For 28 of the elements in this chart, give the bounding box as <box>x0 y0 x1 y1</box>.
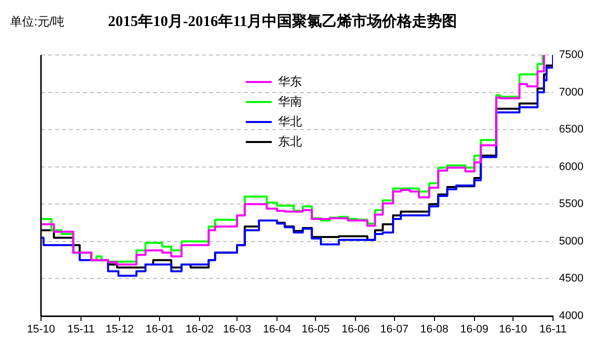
x-tick-label: 16-10 <box>498 324 528 336</box>
x-tick-label: 16-04 <box>262 324 292 336</box>
y-tick-label: 6000 <box>559 160 584 173</box>
y-tick-label: 5000 <box>559 235 584 248</box>
y-tick-label: 6500 <box>559 124 584 136</box>
y-tick-label: 7500 <box>559 49 584 62</box>
legend-label: 华南 <box>278 94 302 108</box>
y-axis-title: 单位:元/吨 <box>10 14 65 28</box>
y-tick-label: 4500 <box>559 272 584 285</box>
x-tick-label: 16-11 <box>539 324 567 336</box>
x-tick-label: 16-06 <box>342 324 370 336</box>
x-tick-label: 15-11 <box>67 324 95 336</box>
x-tick-label: 16-03 <box>222 324 252 336</box>
chart-title: 2015年10月-2016年11月中国聚氯乙烯市场价格走势图 <box>108 12 458 30</box>
y-tick-label: 7000 <box>559 86 584 98</box>
y-tick-label: 4000 <box>559 310 584 322</box>
legend-label: 华东 <box>278 74 302 88</box>
y-tick-label: 5500 <box>559 198 584 210</box>
x-tick-label: 16-01 <box>146 324 174 336</box>
x-tick-label: 16-07 <box>380 324 408 336</box>
x-tick-label: 16-08 <box>420 324 448 336</box>
legend-label: 华北 <box>278 114 302 128</box>
x-tick-label: 16-02 <box>186 324 214 336</box>
x-tick-label: 15-10 <box>26 324 56 336</box>
x-tick-label: 16-09 <box>460 324 488 336</box>
x-tick-label: 15-12 <box>106 324 134 336</box>
x-tick-label: 16-05 <box>302 324 330 336</box>
legend-label: 东北 <box>278 134 302 148</box>
